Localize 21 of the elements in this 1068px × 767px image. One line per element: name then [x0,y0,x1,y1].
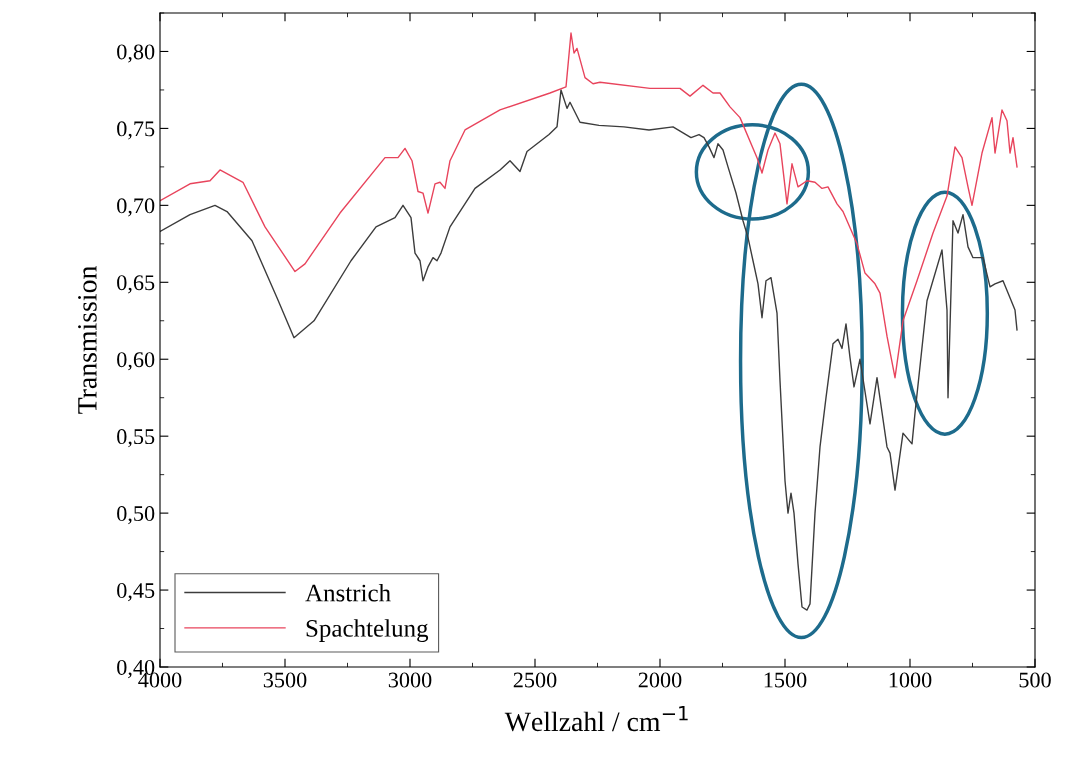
x-tick-label: 500 [1019,672,1051,688]
x-tick-label: 2000 [638,672,682,688]
y-tick-label: 0,75 [117,121,155,140]
x-tick-label: 2500 [513,672,557,688]
y-tick-label: 0,70 [117,198,155,217]
x-tick-label: 3000 [388,672,432,688]
x-tick-label: 1500 [764,672,807,688]
y-tick-label: 0,80 [117,44,155,63]
line-series [160,89,1018,611]
y-tick-label: 0,55 [117,429,155,448]
x-tick-label: 3500 [263,672,307,688]
line-series [160,32,1018,379]
x-axis-title: Wellzahl / cm$^{−1}$ [504,706,688,732]
legend-label: Spachtelung [306,619,429,642]
y-tick-label: 0,60 [117,352,155,371]
y-tick-label: 0,45 [117,582,155,602]
y-tick-label: 0,65 [117,275,155,294]
y-tick-label: 0,50 [117,506,155,525]
y-axis-title: Transmission [78,266,97,414]
x-tick-label: 1000 [889,672,932,688]
legend-label: Anstrich [305,583,391,602]
